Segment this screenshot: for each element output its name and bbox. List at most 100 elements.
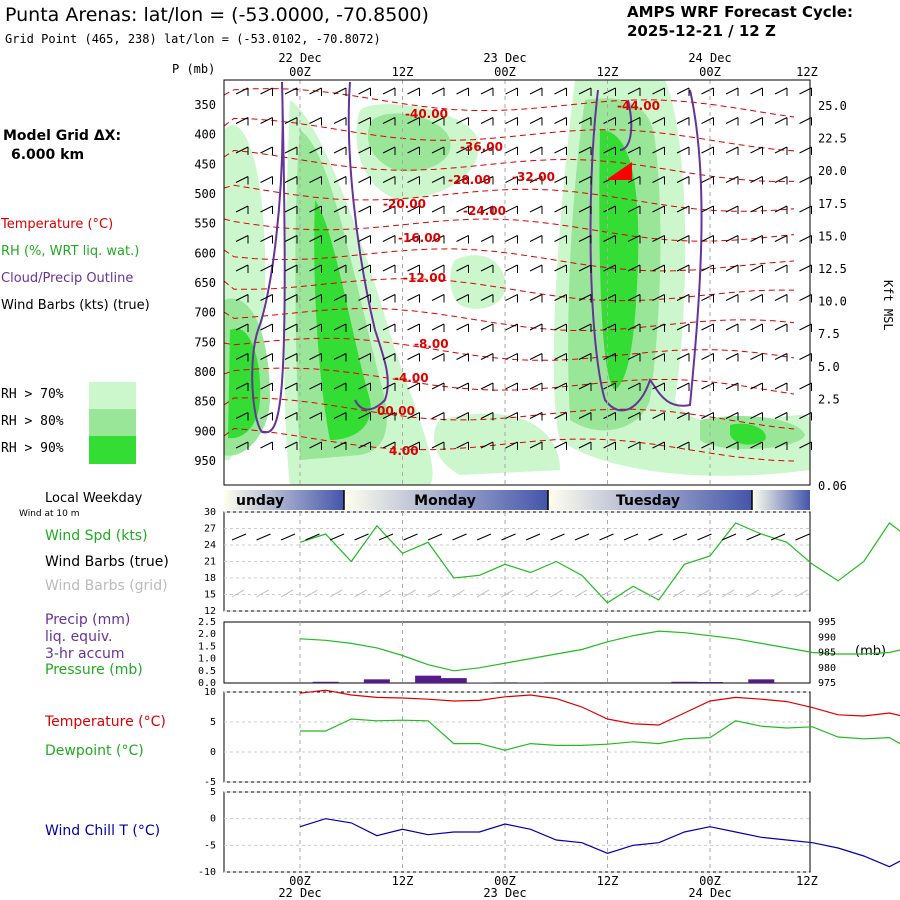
precip-bar-0 — [312, 681, 339, 683]
wind-barb-r4-c12 — [529, 205, 543, 214]
wind-barb-r3-c16 — [627, 176, 641, 185]
wind-barb-staff — [260, 441, 273, 449]
wind-barb-r8-c17 — [652, 323, 665, 332]
wind-barb-r11-c7 — [407, 412, 420, 421]
weekday-segment-2 — [548, 490, 752, 510]
wind-barb-r7-c20 — [725, 294, 739, 303]
wind-barb-r2-c14 — [578, 146, 592, 155]
wind-barb-staff — [382, 323, 396, 331]
wind-barb-staff — [676, 294, 690, 301]
temperature-contour-9 — [223, 367, 795, 395]
wind-barb-r6-c2 — [284, 264, 298, 273]
wind-barb-staff — [652, 176, 665, 183]
wind-barb-r9-c7 — [407, 353, 420, 362]
pressure-tick-label-0: 350 — [194, 98, 216, 112]
wind-barb-staff — [701, 146, 714, 154]
wind-barb-staff — [652, 205, 665, 213]
wind-barb-r12-c13 — [554, 441, 567, 450]
wind-barb-r8-c14 — [578, 323, 592, 332]
wind-barb-r0-c8 — [431, 87, 445, 96]
wind-barb-staff — [725, 87, 739, 95]
wind-barb-r1-c20 — [725, 117, 739, 126]
wind-barb-r0-c3 — [309, 87, 322, 96]
wind-barb-staff — [725, 205, 739, 213]
wind-barb-staff — [284, 117, 298, 124]
wind-barb-staff — [529, 294, 543, 301]
wind-barb-r1-c4 — [333, 117, 347, 126]
wind-barb-r3-c0 — [235, 176, 249, 185]
wind-barb-staff — [750, 323, 763, 331]
wind-barb-staff — [235, 87, 249, 95]
wind-barb-staff — [235, 176, 249, 183]
temperature-contour-label-7: -12.00 — [403, 271, 446, 285]
rh90-region-2 — [599, 130, 639, 390]
legend-wind-barbs: Wind Barbs (kts) (true) — [1, 298, 150, 313]
wind-barb-r12-c6 — [382, 441, 396, 450]
precip-bar-3 — [440, 678, 467, 683]
pressure-tick-label-10: 850 — [194, 395, 216, 409]
wind-barb-r9-c21 — [750, 353, 763, 362]
wind-barb-staff — [627, 412, 641, 419]
grid-wind-barb-14 — [574, 589, 588, 598]
wind-barb-r11-c10 — [480, 412, 494, 421]
wind-barb-staff — [235, 353, 249, 360]
wind-barb-r11-c11 — [505, 412, 518, 421]
grid-wind-barb-13 — [550, 589, 563, 598]
wind-barb-staff — [284, 176, 298, 183]
wind-barb-r7-c9 — [456, 294, 469, 303]
grid-wind-barb-1 — [256, 589, 269, 598]
wind-barb-r5-c7 — [407, 235, 420, 244]
wind-barb-staff — [260, 205, 273, 213]
wind-barb-r11-c2 — [284, 412, 298, 421]
wind-barb-staff — [652, 382, 665, 390]
wind-barb-staff — [701, 294, 714, 301]
wind-barb-staff — [603, 117, 616, 124]
wind-barb-staff — [701, 117, 714, 124]
wind-barb-r9-c4 — [333, 353, 347, 362]
wind-barb-r3-c3 — [309, 176, 322, 185]
panel-3-ytick-3: 10 — [204, 687, 216, 698]
wind-barb-r5-c10 — [480, 235, 494, 244]
pressure-tick-label-3: 500 — [194, 187, 216, 201]
panel-4: -10 -5 0 5 — [198, 787, 900, 878]
wind-barb-r8-c1 — [260, 323, 273, 332]
temperature-contour-label-10: 00.00 — [377, 404, 415, 418]
wind-barb-staff — [235, 205, 249, 213]
wind-barb-pennant — [606, 162, 632, 180]
wind-barb-staff — [358, 146, 371, 154]
wind-barb-r2-c3 — [309, 146, 322, 155]
wind-barb-staff — [284, 323, 298, 331]
wind-barb-staff — [578, 294, 592, 301]
wind-barb-staff — [652, 87, 665, 95]
grid-wind-barb-23 — [795, 589, 808, 598]
wind-barb-r11-c5 — [358, 412, 371, 421]
bottom-time-tick-4: 00Z — [699, 874, 721, 888]
top-time-tick-2: 00Z — [494, 65, 516, 79]
height-axis-label: Kft MSL — [881, 280, 895, 331]
series-line-3-1 — [300, 718, 900, 751]
wind-barb-r0-c6 — [382, 87, 396, 96]
wind-barb-r9-c15 — [603, 353, 616, 362]
wind-barb-staff — [431, 205, 445, 213]
surface-wind-barb-1 — [256, 533, 271, 541]
wind-barb-staff — [235, 323, 249, 331]
wind-barb-r1-c3 — [309, 117, 322, 126]
bottom-time-tick-2: 00Z — [494, 874, 516, 888]
wind-barb-staff — [725, 294, 739, 301]
wind-barb-staff — [725, 235, 739, 242]
wind-barb-staff — [774, 205, 788, 213]
wind-barb-staff — [676, 382, 690, 390]
wind-barb-staff — [309, 264, 322, 272]
wind-barb-staff — [505, 87, 518, 95]
wind-barb-staff — [676, 117, 690, 124]
wind-barb-r6-c13 — [554, 264, 567, 273]
wind-barb-staff — [725, 382, 739, 390]
wind-barb-r2-c11 — [505, 146, 518, 155]
wind-barb-r2-c21 — [750, 146, 763, 155]
wind-barb-r10-c16 — [627, 382, 641, 391]
pressure-tick-label-1: 400 — [194, 128, 216, 142]
wind-barb-staff — [309, 205, 322, 213]
legend-rh70-label: RH > 70% — [1, 387, 64, 402]
wind-barb-r12-c9 — [456, 441, 469, 450]
wind-barb-r4-c6 — [382, 205, 396, 214]
